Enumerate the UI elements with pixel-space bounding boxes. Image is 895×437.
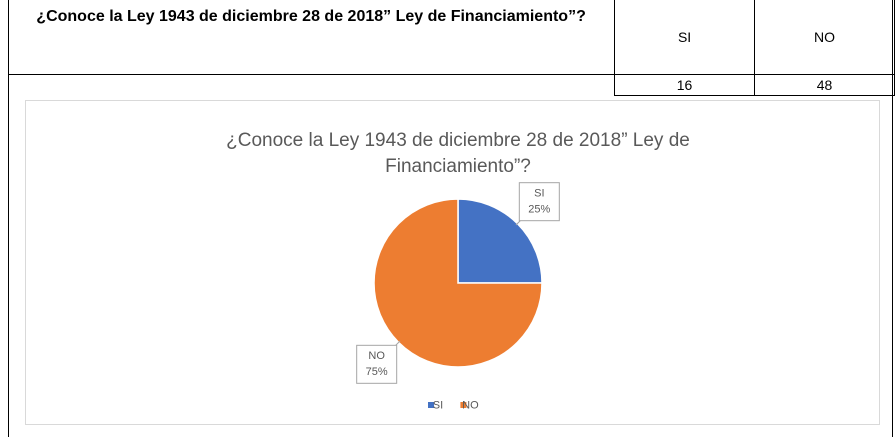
legend-label: NO bbox=[462, 399, 479, 411]
cell: 48 bbox=[753, 74, 895, 96]
frame bbox=[8, 0, 893, 437]
data-label-name: NO bbox=[368, 350, 385, 362]
chart-area bbox=[25, 100, 880, 425]
data-label: 25% bbox=[528, 204, 550, 216]
legend-swatch bbox=[428, 402, 434, 408]
question: ¿Conoce la Ley 1943 de diciembre 28 de 2… bbox=[8, 0, 616, 75]
label-box bbox=[518, 182, 560, 222]
data-label-name: SI bbox=[534, 188, 544, 200]
label-box bbox=[356, 344, 398, 384]
cell: 16 bbox=[614, 74, 755, 96]
legend-label: SI bbox=[433, 399, 443, 411]
header: SI bbox=[614, 0, 755, 75]
summary-table: ¿Conoce la Ley 1943 de diciembre 28 de 2… bbox=[8, 0, 895, 96]
header: NO bbox=[753, 0, 895, 75]
data-label: 75% bbox=[366, 366, 388, 378]
legend-swatch bbox=[460, 402, 467, 408]
chart-title: ¿Conoce la Ley 1943 de diciembre 28 de 2… bbox=[226, 130, 690, 177]
